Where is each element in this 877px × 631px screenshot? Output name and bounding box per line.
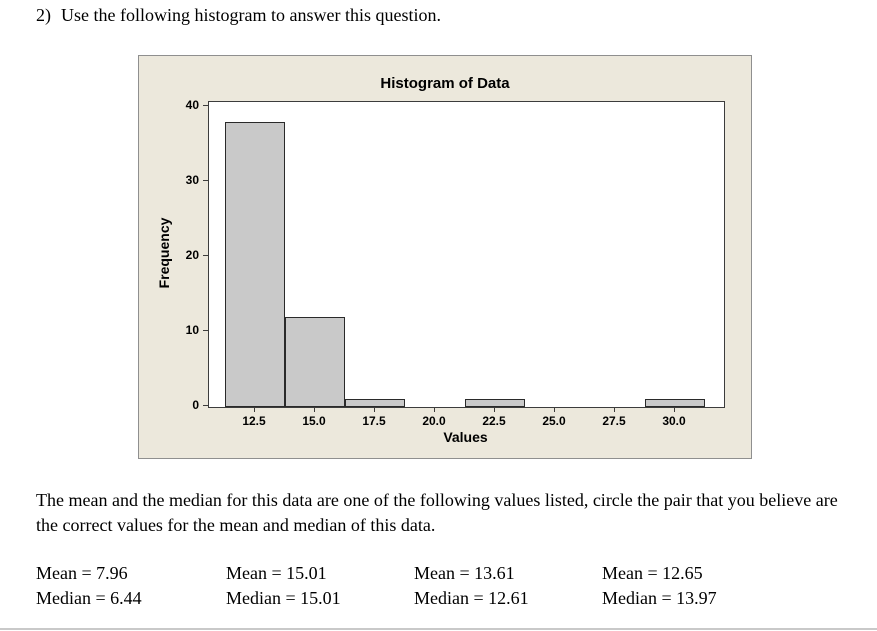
answer-option-3: Mean = 13.61 Median = 12.61 [414,561,529,611]
y-tick-mark [203,105,208,106]
x-tick-label: 17.5 [362,414,386,428]
histogram-bar-15.0 [285,317,345,407]
y-tick-mark [203,255,208,256]
y-tick-mark [203,405,208,406]
y-tick-mark [203,330,208,331]
x-tick-label: 15.0 [302,414,326,428]
x-tick-label: 25.0 [542,414,566,428]
bottom-divider [0,628,877,630]
histogram-figure: Histogram of Data Frequency Values 0 10 20… [138,55,752,459]
mean-value: Mean = 13.61 [414,563,515,583]
x-tick-mark [433,408,435,412]
answer-option-4: Mean = 12.65 Median = 13.97 [602,561,717,611]
histogram-bar-22.5 [465,399,525,407]
median-value: Median = 12.61 [414,588,529,608]
x-tick-label: 22.5 [482,414,506,428]
histogram-bar-12.5 [225,122,285,407]
chart-title: Histogram of Data [380,75,510,92]
median-value: Median = 15.01 [226,588,341,608]
histogram-bar-30.0 [645,399,705,407]
answer-option-1: Mean = 7.96 Median = 6.44 [36,561,142,611]
x-tick-mark [673,408,675,412]
x-tick-mark [253,408,255,412]
mean-value: Mean = 12.65 [602,563,703,583]
answer-option-2: Mean = 15.01 Median = 15.01 [226,561,341,611]
median-value: Median = 6.44 [36,588,142,608]
plot-area [208,101,725,408]
y-tick-label: 30 [185,173,199,187]
mean-value: Mean = 7.96 [36,563,128,583]
question-prompt: Use the following histogram to answer th… [61,5,441,25]
y-tick-label: 40 [185,98,199,112]
question-number: 2) [36,5,51,25]
x-tick-mark [613,408,615,412]
x-tick-mark [553,408,555,412]
y-tick-label: 10 [185,323,199,337]
x-tick-mark [493,408,495,412]
histogram-bar-17.5 [345,399,405,407]
x-tick-label: 30.0 [662,414,686,428]
instructions-text: The mean and the median for this data ar… [36,490,838,535]
mean-value: Mean = 15.01 [226,563,327,583]
x-tick-mark [373,408,375,412]
question-text: 2) Use the following histogram to answer … [36,5,441,26]
x-tick-mark [313,408,315,412]
x-tick-label: 27.5 [602,414,626,428]
median-value: Median = 13.97 [602,588,717,608]
y-tick-label: 20 [185,248,199,262]
x-axis-label: Values [443,429,488,445]
x-tick-label: 12.5 [242,414,266,428]
x-tick-label: 20.0 [422,414,446,428]
y-tick-mark [203,180,208,181]
y-tick-label: 0 [192,398,199,412]
